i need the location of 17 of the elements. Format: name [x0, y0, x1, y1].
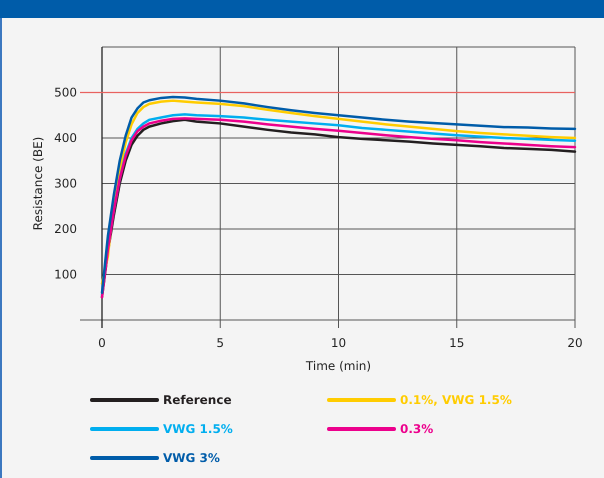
x-tick-label: 0: [98, 336, 106, 350]
y-tick-label: 500: [54, 86, 77, 100]
text: 0.1%, VWG 1.5%: [400, 393, 512, 408]
x-tick-label: 15: [449, 336, 464, 350]
x-tick-label: 10: [330, 336, 346, 350]
y-tick-label: 200: [54, 222, 77, 236]
y-tick-label: 400: [54, 131, 77, 146]
y-tick-label: 300: [54, 176, 77, 191]
text: Reference: [163, 393, 232, 408]
text: 0.3%: [400, 422, 434, 436]
text: VWG 1.5%: [163, 422, 233, 436]
text: VWG 3%: [163, 451, 220, 466]
y-axis-title: Resistance (BE): [31, 136, 45, 230]
y-tick-label: 100: [54, 268, 77, 282]
x-axis-title: Time (min): [304, 359, 372, 373]
x-tick-label: 20: [567, 336, 583, 350]
x-tick-label: 5: [216, 336, 224, 350]
